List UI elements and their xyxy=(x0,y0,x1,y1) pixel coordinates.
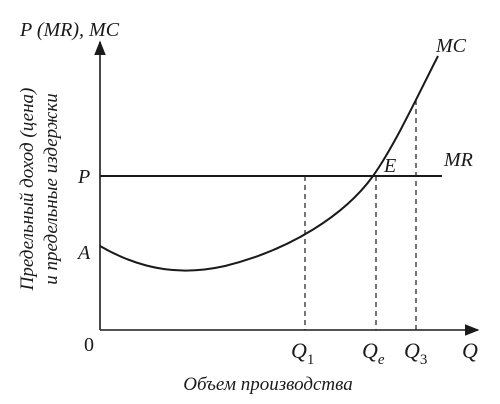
qe-subscript: e xyxy=(378,352,385,368)
q1-main: Q xyxy=(291,338,307,363)
mr-line-label: MR xyxy=(443,149,473,171)
q3-label: Q3 xyxy=(404,338,427,368)
q1-label: Q1 xyxy=(291,338,314,368)
equilibrium-label: E xyxy=(383,155,396,177)
qe-label: Qe xyxy=(362,338,385,368)
y-axis-caption-line1: Предельный доход (цена) xyxy=(17,88,38,292)
mc-curve-label: MC xyxy=(435,35,467,57)
q3-subscript: 3 xyxy=(420,352,428,368)
y-axis-title: P (MR), MC xyxy=(19,19,120,41)
price-label: P xyxy=(77,166,90,188)
mc-curve xyxy=(99,55,439,272)
y-axis-caption: Предельный доход (цена) и предельные изд… xyxy=(17,88,62,292)
q3-main: Q xyxy=(404,338,420,363)
origin-label: 0 xyxy=(84,334,94,356)
y-axis-caption-line2: и предельные издержки xyxy=(41,93,62,284)
x-axis-end-label: Q xyxy=(462,338,478,363)
qe-main: Q xyxy=(362,338,378,363)
intercept-label: A xyxy=(76,242,91,264)
x-axis-caption: Объем производства xyxy=(183,374,353,395)
q1-subscript: 1 xyxy=(307,352,315,368)
